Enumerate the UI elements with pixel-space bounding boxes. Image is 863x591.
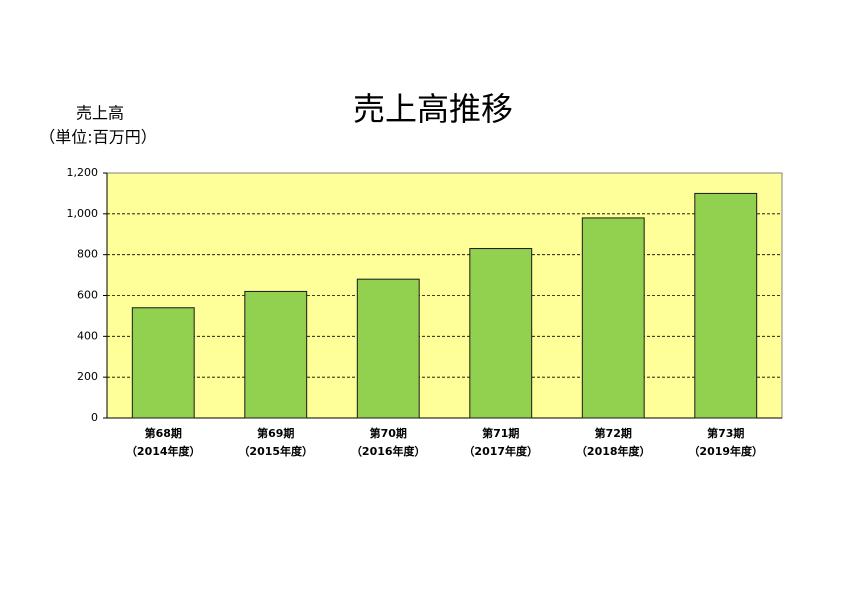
y-tick-label: 200 bbox=[77, 370, 98, 383]
y-axis-unit: （単位:百万円） bbox=[39, 128, 156, 147]
x-tick-label: 第72期 bbox=[595, 426, 632, 440]
x-tick-label: 第70期 bbox=[370, 426, 407, 440]
bar bbox=[244, 290, 308, 419]
x-tick-label: 第73期 bbox=[707, 426, 744, 440]
bar bbox=[356, 278, 420, 419]
x-tick-label: 第68期 bbox=[145, 426, 182, 440]
y-tick-label: 1,000 bbox=[67, 207, 99, 220]
x-tick-label: （2016年度） bbox=[351, 444, 426, 458]
x-tick-label: （2017年度） bbox=[463, 444, 538, 458]
y-tick-label: 400 bbox=[77, 329, 98, 342]
y-tick-label: 800 bbox=[77, 248, 98, 261]
y-tick-label: 0 bbox=[91, 411, 98, 424]
x-tick-label: （2019年度） bbox=[688, 444, 763, 458]
y-axis-label: 売上高 bbox=[76, 104, 124, 123]
x-tick-label: （2015年度） bbox=[238, 444, 313, 458]
x-tick-label: （2018年度） bbox=[576, 444, 651, 458]
x-tick-label: （2014年度） bbox=[126, 444, 201, 458]
bar bbox=[469, 248, 533, 419]
chart-title: 売上高推移 bbox=[353, 90, 513, 128]
y-tick-label: 1,200 bbox=[67, 166, 99, 179]
bar bbox=[581, 217, 645, 419]
bar bbox=[694, 192, 758, 419]
x-tick-label: 第71期 bbox=[482, 426, 519, 440]
x-tick-label: 第69期 bbox=[257, 426, 294, 440]
bar bbox=[131, 307, 195, 419]
y-tick-label: 600 bbox=[77, 289, 98, 302]
